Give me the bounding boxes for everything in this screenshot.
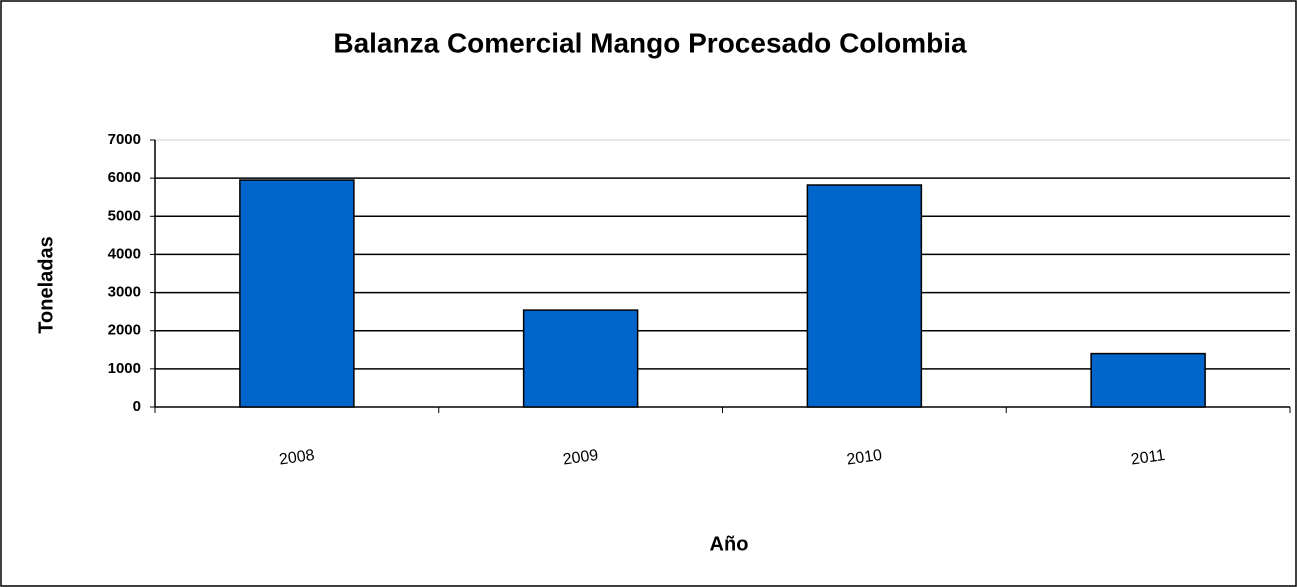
x-tick-label: 2010 <box>846 447 884 469</box>
y-tick-label: 2000 <box>108 322 141 339</box>
y-tick-label: 4000 <box>108 245 141 262</box>
x-tick-label: 2011 <box>1130 447 1167 469</box>
x-tick-label: 2008 <box>278 447 316 469</box>
y-tick-label: 7000 <box>108 131 141 148</box>
bar <box>522 309 639 408</box>
bar <box>239 179 355 408</box>
bar <box>1090 352 1206 408</box>
y-tick-label: 0 <box>133 398 141 415</box>
y-tick-label: 3000 <box>108 284 141 301</box>
bar <box>806 184 923 408</box>
y-tick-label: 1000 <box>108 360 141 377</box>
y-tick-label: 5000 <box>108 207 141 224</box>
y-axis-label: Toneladas <box>35 236 57 333</box>
x-tick-label: 2009 <box>562 447 600 469</box>
y-tick-label: 6000 <box>108 169 141 186</box>
x-axis-label: Año <box>710 533 749 555</box>
chart-title: Balanza Comercial Mango Procesado Colomb… <box>333 27 967 58</box>
